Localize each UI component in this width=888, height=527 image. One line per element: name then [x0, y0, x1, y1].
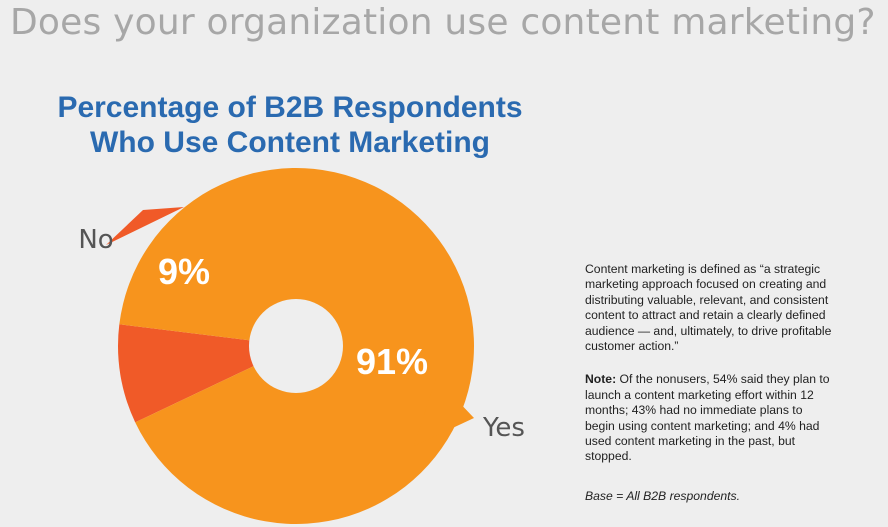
- callout-tail-yes: [414, 378, 474, 446]
- category-label-no: No: [78, 225, 113, 255]
- note-paragraph: Note: Of the nonusers, 54% said they pla…: [585, 372, 835, 464]
- note-label: Note:: [585, 372, 617, 387]
- data-label-no: 9%: [158, 251, 210, 292]
- donut-hole: [249, 299, 343, 393]
- base-text: Base = All B2B respondents.: [585, 488, 741, 503]
- sidebar-text: Content marketing is defined as “a strat…: [585, 262, 835, 522]
- data-label-yes: 91%: [356, 341, 428, 382]
- chart-title-line-1: Percentage of B2B Respondents: [57, 91, 523, 124]
- definition-text: Content marketing is defined as “a strat…: [585, 262, 832, 354]
- page-headline: Does your organization use content marke…: [10, 2, 876, 43]
- chart-title: Percentage of B2B Respondents Who Use Co…: [40, 90, 540, 160]
- note-text: Of the nonusers, 54% said they plan to l…: [585, 372, 830, 464]
- category-label-yes: Yes: [482, 413, 525, 443]
- chart-title-line-2: Who Use Content Marketing: [89, 126, 490, 159]
- callout-tail-no: [106, 207, 184, 245]
